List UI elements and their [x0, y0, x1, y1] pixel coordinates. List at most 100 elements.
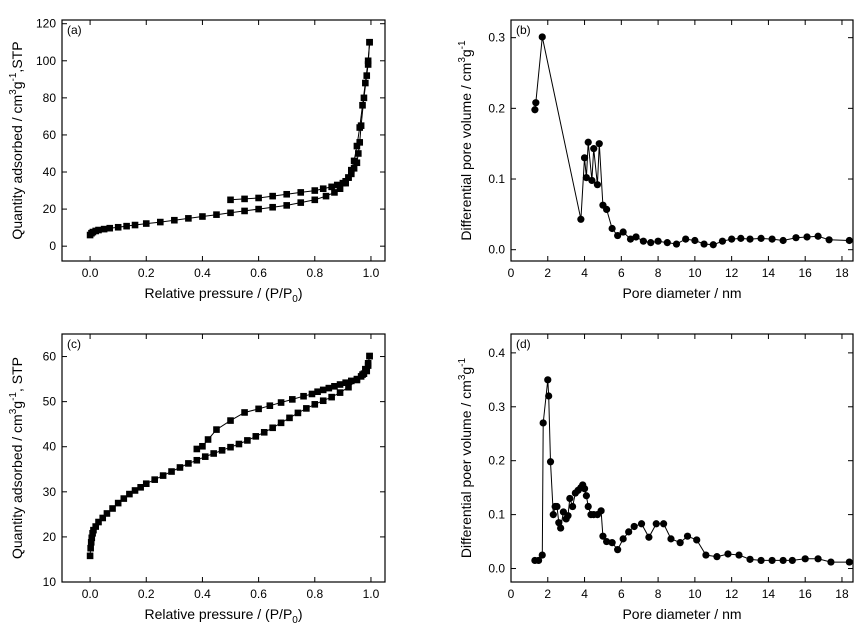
x-tick-label: 4 — [581, 587, 588, 601]
data-point — [336, 389, 344, 396]
y-tick-label: 0.2 — [488, 101, 505, 115]
data-point — [360, 94, 368, 102]
data-point — [171, 216, 178, 224]
data-point — [185, 215, 192, 222]
x-tick-label: 1.0 — [363, 266, 380, 280]
x-tick-label: 16 — [799, 587, 813, 601]
data-point — [757, 556, 765, 565]
data-point — [639, 237, 647, 245]
data-point — [252, 433, 260, 440]
data-point — [213, 426, 220, 433]
data-point — [580, 154, 589, 162]
y-tick-label: 0.1 — [488, 172, 505, 186]
data-point — [532, 99, 540, 107]
data-point — [333, 181, 341, 189]
x-tick-label: 4 — [581, 266, 588, 280]
panel-a: 0.0 0.2 0.4 0.6 0.8 1.0 0 20 40 60 80 100 120 (a) Rela… — [8, 17, 386, 305]
y-tick-label: 40 — [43, 165, 57, 179]
data-point — [311, 196, 319, 204]
data-point — [827, 558, 835, 566]
data-point — [114, 499, 122, 507]
x-tick-label: 14 — [762, 266, 776, 280]
data-point — [593, 181, 602, 189]
x-tick-label: 0.6 — [250, 266, 267, 280]
data-point — [176, 464, 184, 471]
data-point — [210, 450, 217, 457]
data-point — [286, 414, 293, 422]
data-point — [603, 537, 611, 546]
data-point — [663, 239, 671, 247]
data-point — [647, 239, 655, 247]
series-line — [89, 42, 371, 236]
x-tick-label: 8 — [655, 587, 662, 601]
data-point — [676, 539, 684, 547]
data-point — [557, 524, 565, 532]
data-point — [328, 183, 335, 191]
x-tick-label: 6 — [618, 266, 625, 280]
data-point — [193, 456, 201, 464]
data-point — [241, 195, 248, 203]
data-point — [90, 526, 97, 534]
data-point — [356, 139, 364, 146]
data-point — [682, 235, 690, 243]
data-point — [87, 539, 95, 546]
data-point — [637, 520, 646, 528]
plot-frame — [61, 19, 386, 262]
data-point — [151, 476, 158, 483]
data-point — [608, 539, 616, 547]
data-point — [545, 392, 553, 400]
data-point — [364, 61, 372, 68]
plot-frame — [510, 19, 854, 262]
data-point — [325, 384, 333, 392]
data-point — [328, 393, 335, 401]
data-point — [546, 458, 555, 466]
x-tick-label: 0 — [508, 266, 515, 280]
data-point — [336, 185, 344, 192]
data-point — [297, 189, 305, 196]
data-point — [227, 443, 234, 451]
data-point — [106, 224, 114, 232]
data-point — [142, 480, 150, 488]
data-point — [308, 390, 316, 398]
data-point — [345, 174, 352, 181]
data-point — [538, 551, 546, 559]
data-point — [355, 150, 362, 157]
data-point — [88, 534, 96, 542]
x-tick-label: 14 — [762, 587, 776, 601]
data-point — [768, 235, 776, 243]
data-point — [114, 223, 122, 231]
x-tick-label: 0.0 — [82, 266, 99, 280]
data-point — [582, 492, 590, 500]
data-point — [185, 460, 192, 467]
data-point — [691, 236, 699, 245]
panel-d: 0 2 4 6 8 10 12 14 16 18 0.0 0.1 0.2 0.3 0.4 (d) Pore di… — [457, 333, 854, 622]
x-tick-label: 12 — [725, 587, 739, 601]
x-tick-label: 2 — [544, 266, 551, 280]
data-point — [131, 221, 139, 229]
x-tick-label: 12 — [725, 266, 739, 280]
data-point — [539, 419, 547, 427]
data-point — [693, 536, 701, 544]
data-point — [597, 507, 605, 515]
y-tick-label: 50 — [43, 395, 57, 409]
data-point — [652, 520, 660, 528]
y-tick-label: 80 — [43, 91, 57, 105]
data-point — [100, 225, 108, 233]
y-tick-label: 60 — [43, 350, 57, 364]
data-point — [137, 484, 144, 491]
data-point — [735, 551, 743, 559]
series-line — [534, 36, 850, 246]
data-point — [283, 190, 290, 198]
data-point — [654, 237, 662, 245]
y-tick-label: 0.2 — [488, 454, 505, 468]
data-point — [342, 379, 349, 386]
data-point — [294, 409, 302, 417]
data-point — [319, 386, 327, 394]
data-point — [297, 199, 305, 206]
data-point — [728, 235, 736, 243]
data-point — [311, 401, 319, 408]
data-point — [825, 236, 833, 244]
data-point — [199, 442, 206, 450]
x-tick-label: 8 — [655, 266, 662, 280]
data-point — [709, 241, 717, 249]
